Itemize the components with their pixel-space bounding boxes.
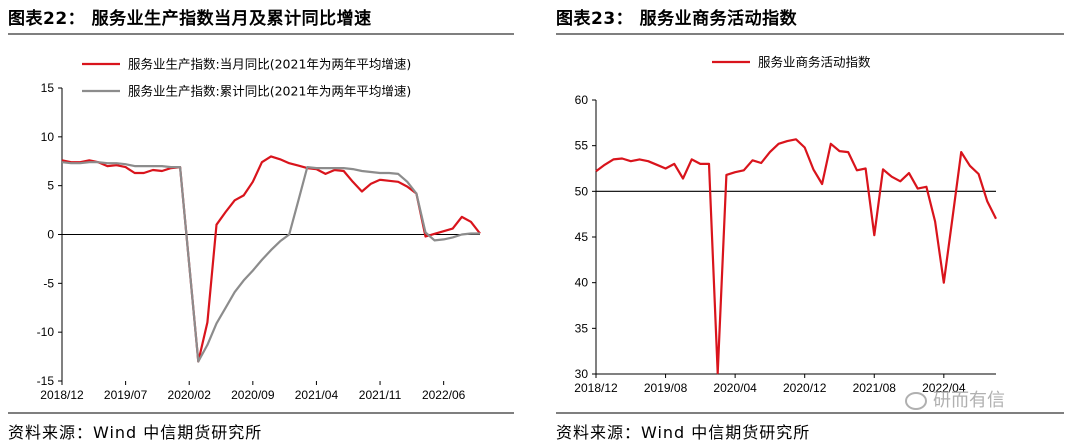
y-tick-label: -15	[37, 374, 55, 388]
line-chart-left: -15 -10 -5 0 5 10 15 2018/12 2019/07 2020/02 2020/…	[37, 57, 481, 402]
y-tick-label: 35	[575, 321, 589, 335]
legend-label: 服务业生产指数:累计同比(2021年为两年平均增速)	[128, 84, 411, 99]
y-tick-label: -10	[37, 325, 55, 339]
chart-title: 图表23： 服务业商务活动指数	[556, 9, 798, 29]
watermark: 研而有信	[905, 386, 1005, 412]
y-tick-label: -5	[43, 276, 54, 290]
x-tick-label: 2021/08	[853, 381, 897, 395]
chart-title: 图表22： 服务业生产指数当月及累计同比增速	[8, 9, 372, 29]
x-tick-label: 2018/12	[40, 388, 84, 402]
y-tick-label: 10	[41, 130, 55, 144]
y-tick-label: 45	[575, 230, 589, 244]
y-tick-label: 30	[575, 367, 589, 381]
source-divider	[8, 412, 514, 414]
y-tick-label: 60	[575, 93, 589, 107]
x-tick-label: 2019/08	[644, 381, 688, 395]
y-tick-label: 0	[47, 228, 54, 242]
x-tick-label: 2022/04	[922, 381, 966, 395]
y-tick-label: 50	[575, 184, 589, 198]
wechat-icon	[905, 392, 927, 410]
legend-label: 服务业商务活动指数	[758, 55, 871, 70]
series-line	[61, 161, 480, 363]
y-tick-label: 55	[575, 139, 589, 153]
x-tick-label: 2019/07	[104, 388, 148, 402]
y-tick-label: 40	[575, 276, 589, 290]
series-line	[61, 155, 481, 363]
x-tick-label: 2020/04	[713, 381, 757, 395]
x-tick-label: 2021/04	[295, 388, 339, 402]
x-tick-label: 2021/11	[359, 388, 402, 402]
x-tick-label: 2022/06	[422, 388, 466, 402]
title-divider	[8, 33, 514, 35]
series-line	[595, 138, 997, 375]
x-tick-label: 2020/09	[231, 388, 275, 402]
source-note: 资料来源：Wind 中信期货研究所	[8, 423, 263, 442]
line-chart-right: 30 35 40 45 50 55 60 2018/12 2019/08 2020/04 2020/…	[574, 55, 997, 395]
watermark-text: 研而有信	[933, 390, 1005, 411]
chart-panel-left: 图表22： 服务业生产指数当月及累计同比增速 -15 -10 -5 0 5 10 15 201…	[0, 0, 530, 447]
x-tick-label: 2020/02	[168, 388, 212, 402]
legend-label: 服务业生产指数:当月同比(2021年为两年平均增速)	[128, 57, 411, 72]
x-tick-label: 2018/12	[574, 381, 618, 395]
y-tick-label: 5	[47, 179, 54, 193]
chart-panel-right: 图表23： 服务业商务活动指数 30 35 40 45 50 55 60 2018/12 201…	[548, 0, 1080, 447]
source-divider	[556, 412, 1064, 414]
x-tick-label: 2020/12	[783, 381, 827, 395]
title-divider	[556, 33, 1064, 35]
y-tick-label: 15	[41, 81, 55, 95]
source-note: 资料来源：Wind 中信期货研究所	[556, 423, 811, 442]
